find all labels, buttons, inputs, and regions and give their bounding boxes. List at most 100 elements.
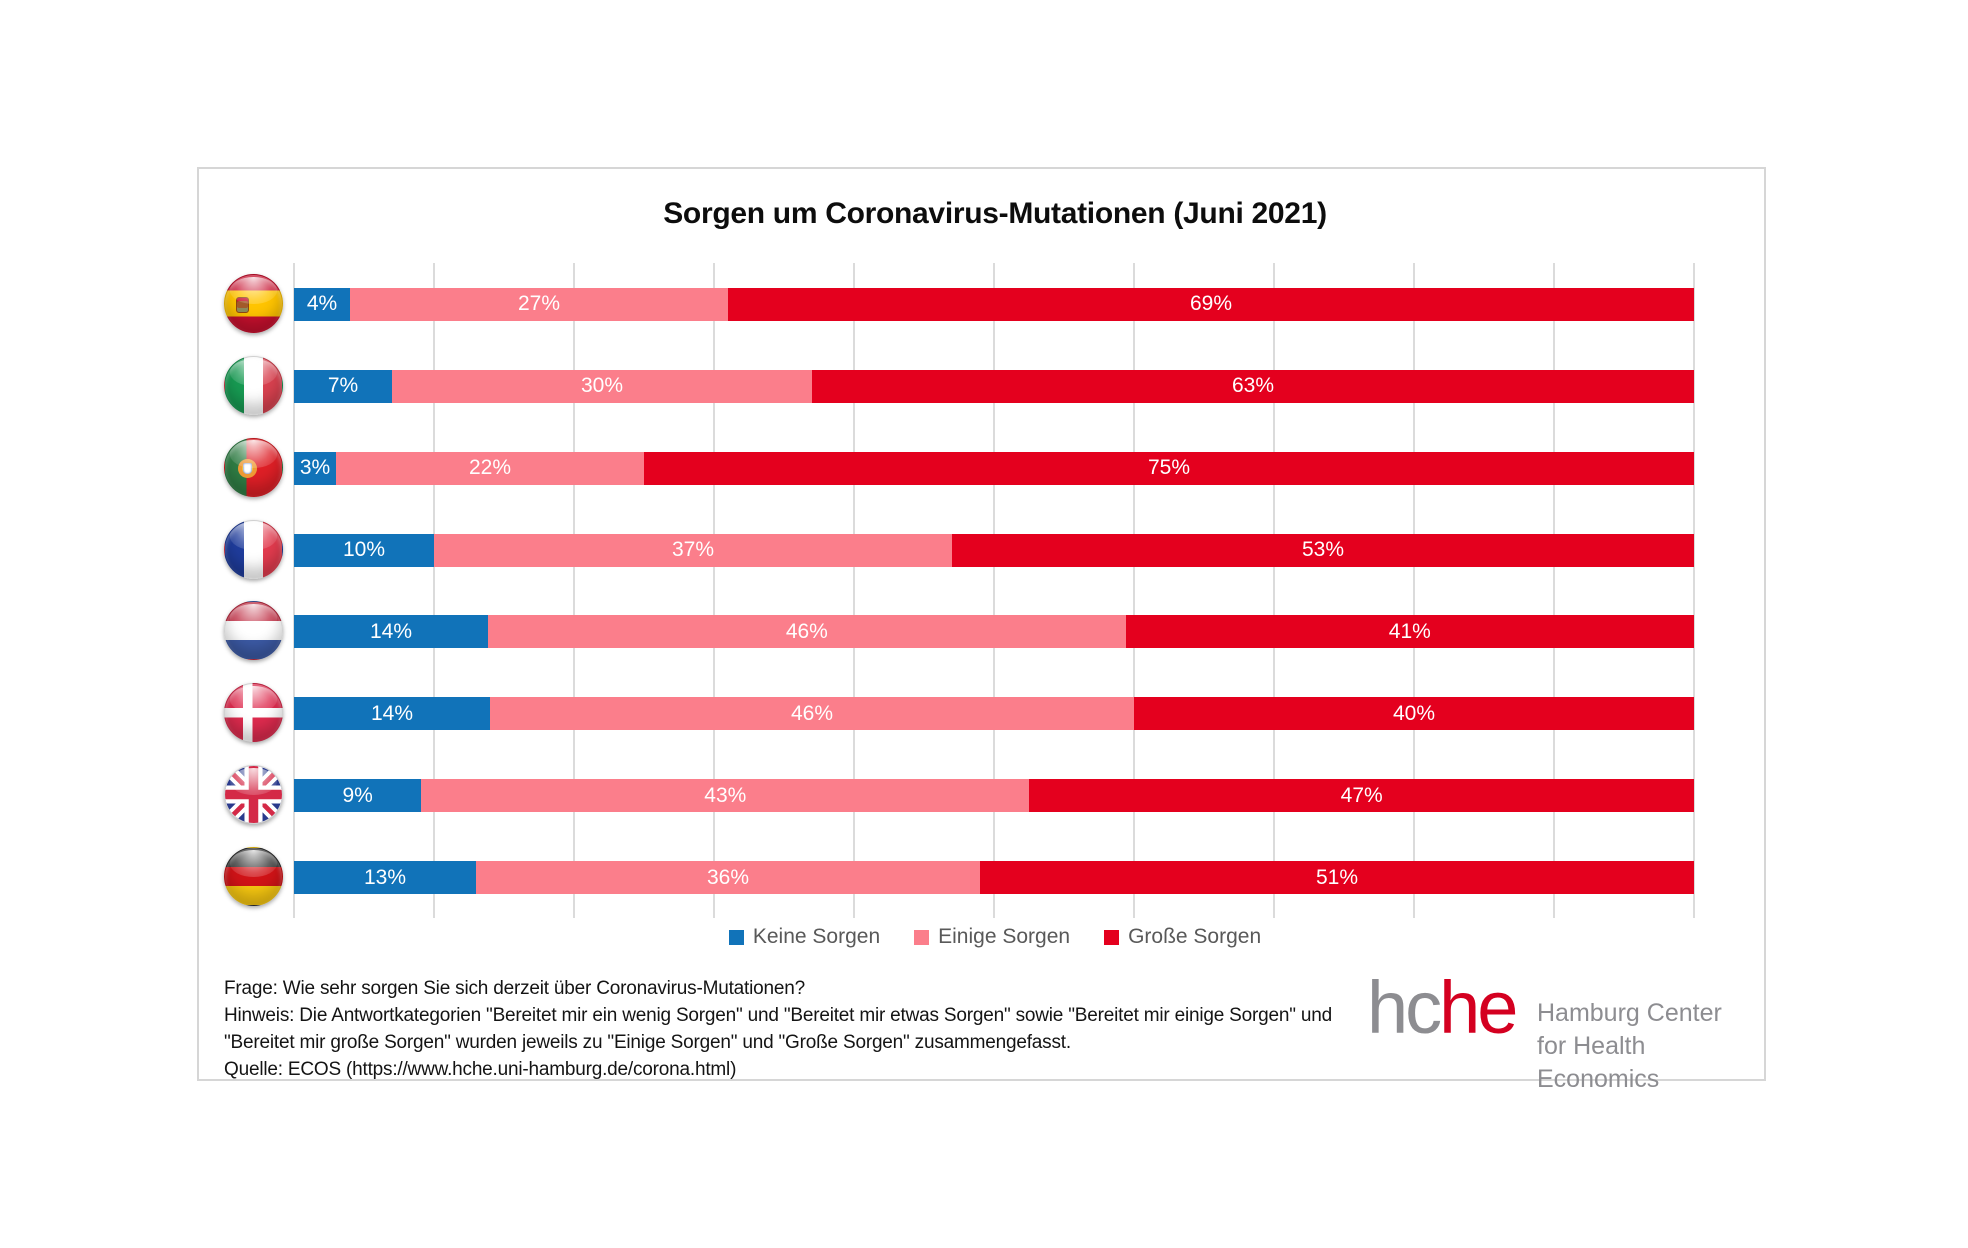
bar-value-label: 7% <box>327 374 359 398</box>
bar-value-label: 14% <box>370 619 413 643</box>
bar-segment-grosse-sorgen: 69% <box>728 287 1694 321</box>
bar-segment-grosse-sorgen: 40% <box>1134 697 1694 731</box>
gridline <box>993 263 995 918</box>
flag-italy-icon <box>224 355 283 415</box>
country-row-portugal: 3% 22% 75% <box>224 427 1694 509</box>
legend-swatch <box>728 929 744 945</box>
bar-value-label: 30% <box>580 374 624 398</box>
hche-logo-red-part: he <box>1439 966 1518 1049</box>
bar-track: 9% 43% 47% <box>294 779 1694 813</box>
hche-logo-wordmark: hche <box>1367 971 1518 1045</box>
bar-segment-grosse-sorgen: 63% <box>812 369 1694 403</box>
bar-segment-einige-sorgen: 43% <box>421 779 1030 813</box>
bar-value-label: 51% <box>1315 865 1359 889</box>
country-row-uk: 9% 43% 47% <box>224 754 1694 836</box>
country-row-denmark: 14% 46% 40% <box>224 672 1694 754</box>
legend-swatch <box>914 929 930 945</box>
chart-title: Sorgen um Coronavirus-Mutationen (Juni 2… <box>663 197 1327 230</box>
gridline <box>853 263 855 918</box>
bar-value-label: 36% <box>706 865 750 889</box>
country-row-netherlands: 14% 46% 41% <box>224 591 1694 673</box>
footnote-hinweis: Hinweis: Die Antwortkategorien "Bereitet… <box>224 1005 1332 1053</box>
footnote-frage: Frage: Wie sehr sorgen Sie sich derzeit … <box>224 978 805 999</box>
gridline <box>573 263 575 918</box>
bar-segment-einige-sorgen: 22% <box>336 451 644 485</box>
legend-label: Einige Sorgen <box>938 925 1071 948</box>
bar-segment-keine-sorgen: 7% <box>294 369 392 403</box>
bar-value-label: 14% <box>370 701 414 725</box>
hche-logo-gray-part: hc <box>1367 966 1442 1049</box>
portugal-coat-of-arms <box>238 458 257 478</box>
flag-germany-icon <box>224 847 283 907</box>
gridline <box>1273 263 1275 918</box>
bar-rows: 4% 27% 69% 7% 30% 63% 3% 22% 75% 10% 37% 53% 14% 46% 4… <box>224 263 1694 918</box>
chart-frame: Sorgen um Coronavirus-Mutationen (Juni 2… <box>197 167 1766 1094</box>
gridline <box>293 263 295 918</box>
country-row-spain: 4% 27% 69% <box>224 263 1694 345</box>
bar-segment-keine-sorgen: 10% <box>294 533 434 567</box>
legend-label: Keine Sorgen <box>752 925 881 948</box>
bar-track: 10% 37% 53% <box>294 533 1694 567</box>
bar-value-label: 3% <box>299 456 331 480</box>
bar-value-label: 46% <box>790 701 834 725</box>
bar-value-label: 43% <box>704 783 747 807</box>
bar-value-label: 37% <box>671 538 715 562</box>
bar-segment-einige-sorgen: 27% <box>350 287 728 321</box>
hche-logo-subtitle: Hamburg Center for Health Economics <box>1537 997 1747 1096</box>
bar-segment-einige-sorgen: 37% <box>434 533 952 567</box>
gridline <box>1553 263 1555 918</box>
flag-uk-icon <box>224 765 283 825</box>
bar-segment-einige-sorgen: 36% <box>476 861 980 895</box>
bar-segment-einige-sorgen: 46% <box>488 615 1126 649</box>
flag-france-icon <box>224 519 283 579</box>
union-jack-graphic <box>225 766 282 824</box>
bar-value-label: 40% <box>1392 701 1436 725</box>
bar-value-label: 27% <box>517 292 561 316</box>
bar-segment-einige-sorgen: 30% <box>392 369 812 403</box>
bar-segment-keine-sorgen: 14% <box>294 615 489 649</box>
bar-segment-keine-sorgen: 3% <box>294 451 336 485</box>
gridline <box>1693 263 1695 918</box>
bar-segment-keine-sorgen: 9% <box>294 779 422 813</box>
bar-segment-grosse-sorgen: 75% <box>644 451 1694 485</box>
bar-segment-grosse-sorgen: 51% <box>980 861 1694 895</box>
bar-value-label: 13% <box>363 865 407 889</box>
bar-value-label: 4% <box>306 292 338 316</box>
country-row-italy: 7% 30% 63% <box>224 345 1694 427</box>
bar-segment-keine-sorgen: 13% <box>294 861 476 895</box>
flag-spain-icon <box>224 273 283 333</box>
gridline <box>1133 263 1135 918</box>
bar-track: 14% 46% 40% <box>294 697 1694 731</box>
legend-item: Keine Sorgen <box>728 925 881 949</box>
bar-segment-grosse-sorgen: 47% <box>1029 779 1694 813</box>
bar-value-label: 10% <box>342 538 386 562</box>
bar-track: 14% 46% 41% <box>294 615 1694 649</box>
plot-area: 4% 27% 69% 7% 30% 63% 3% 22% 75% 10% 37% 53% 14% 46% 4… <box>224 263 1695 918</box>
bar-value-label: 53% <box>1301 538 1345 562</box>
legend: Keine Sorgen Einige Sorgen Große Sorgen <box>295 921 1695 953</box>
bar-value-label: 75% <box>1147 456 1191 480</box>
spain-coat-of-arms <box>236 296 249 313</box>
hche-logo-subtitle-line1: Hamburg Center <box>1537 999 1722 1027</box>
flag-denmark-icon <box>224 683 283 743</box>
hche-logo-subtitle-line2: for Health Economics <box>1537 1032 1660 1093</box>
bar-track: 7% 30% 63% <box>294 369 1694 403</box>
country-row-germany: 13% 36% 51% <box>224 836 1694 918</box>
bar-value-label: 69% <box>1189 292 1233 316</box>
legend-swatch <box>1104 929 1120 945</box>
flag-portugal-icon <box>224 437 283 497</box>
bar-value-label: 47% <box>1340 783 1383 807</box>
bar-segment-grosse-sorgen: 41% <box>1125 615 1694 649</box>
hche-logo: hche Hamburg Center for Health Economics <box>1367 971 1747 1094</box>
bar-track: 3% 22% 75% <box>294 451 1694 485</box>
legend-label: Große Sorgen <box>1128 925 1262 948</box>
bar-value-label: 46% <box>785 619 828 643</box>
gridline <box>713 263 715 918</box>
bar-track: 4% 27% 69% <box>294 287 1694 321</box>
bar-value-label: 9% <box>342 783 373 807</box>
footnotes: Frage: Wie sehr sorgen Sie sich derzeit … <box>224 975 1374 1083</box>
bar-segment-einige-sorgen: 46% <box>490 697 1134 731</box>
bar-value-label: 63% <box>1231 374 1275 398</box>
country-row-france: 10% 37% 53% <box>224 509 1694 591</box>
